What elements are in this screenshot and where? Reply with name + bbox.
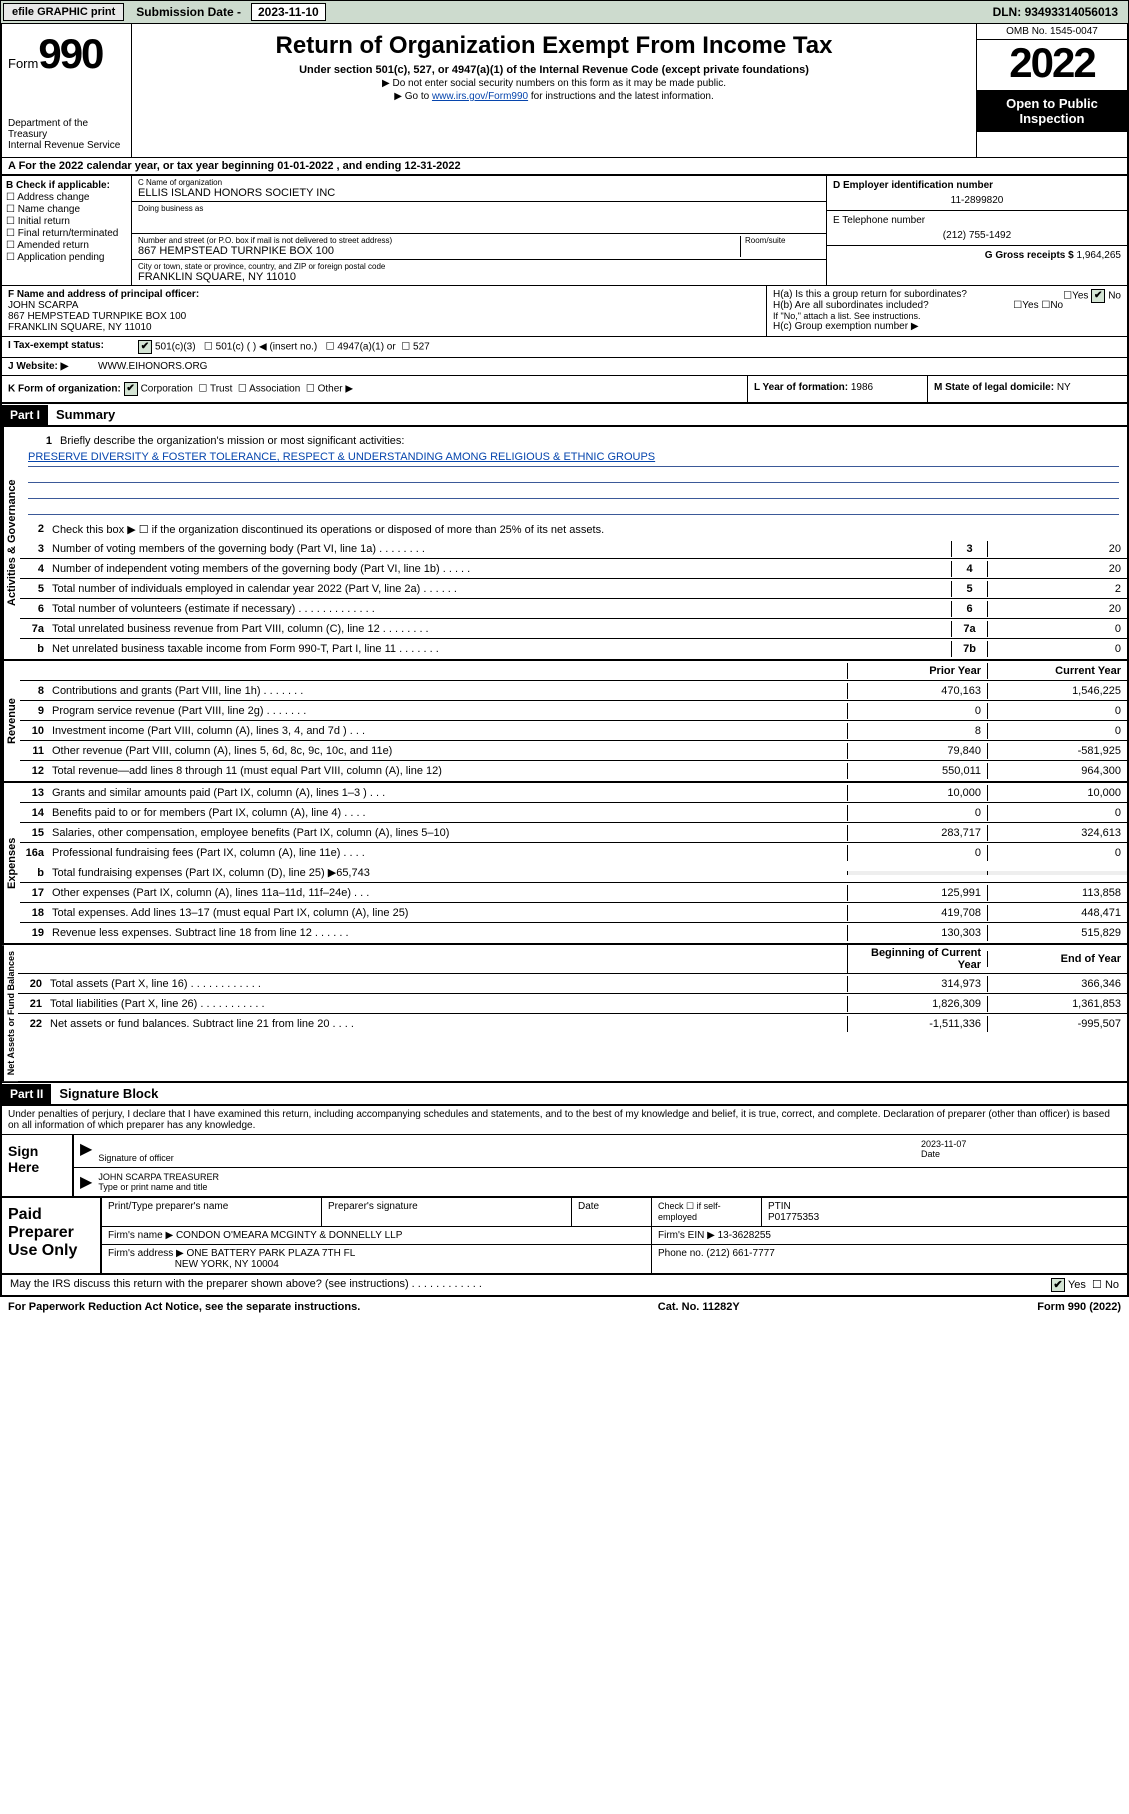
submission-label: Submission Date - xyxy=(126,5,251,19)
vtab-na: Net Assets or Fund Balances xyxy=(2,945,18,1081)
col-de: D Employer identification number 11-2899… xyxy=(827,176,1127,285)
chk-app-pending[interactable]: ☐ Application pending xyxy=(6,252,127,263)
header-right: OMB No. 1545-0047 2022 Open to PublicIns… xyxy=(977,24,1127,157)
table-row: 7aTotal unrelated business revenue from … xyxy=(20,619,1127,639)
table-row: 3Number of voting members of the governi… xyxy=(20,539,1127,559)
efile-topbar: efile GRAPHIC print Submission Date - 20… xyxy=(0,0,1129,24)
table-row: 18Total expenses. Add lines 13–17 (must … xyxy=(20,903,1127,923)
paid-prep-label: Paid Preparer Use Only xyxy=(2,1198,102,1273)
col-b-checkboxes: B Check if applicable: ☐ Address change … xyxy=(2,176,132,285)
table-row: 6Total number of volunteers (estimate if… xyxy=(20,599,1127,619)
col-c-org-info: C Name of organization ELLIS ISLAND HONO… xyxy=(132,176,827,285)
section-expenses: Expenses 13Grants and similar amounts pa… xyxy=(0,783,1129,945)
chk-final-return[interactable]: ☐ Final return/terminated xyxy=(6,228,127,239)
sig-date: 2023-11-07 xyxy=(921,1139,1121,1149)
table-row: 11Other revenue (Part VIII, column (A), … xyxy=(20,741,1127,761)
entity-block: B Check if applicable: ☐ Address change … xyxy=(0,176,1129,286)
prep-firm: CONDON O'MEARA MCGINTY & DONNELLY LLP xyxy=(176,1230,402,1241)
section-activities-governance: Activities & Governance 1Briefly describ… xyxy=(0,427,1129,661)
table-row: 10Investment income (Part VIII, column (… xyxy=(20,721,1127,741)
omb-number: OMB No. 1545-0047 xyxy=(977,24,1127,40)
table-row: 17Other expenses (Part IX, column (A), l… xyxy=(20,883,1127,903)
sign-here-label: Sign Here xyxy=(2,1135,72,1196)
table-row: 4Number of independent voting members of… xyxy=(20,559,1127,579)
table-row: 21Total liabilities (Part X, line 26) . … xyxy=(18,994,1127,1014)
table-row: 16aProfessional fundraising fees (Part I… xyxy=(20,843,1127,863)
prep-addr: ONE BATTERY PARK PLAZA 7TH FL xyxy=(187,1248,356,1259)
table-row: 15Salaries, other compensation, employee… xyxy=(20,823,1127,843)
row-klm: K Form of organization: Corporation ☐ Tr… xyxy=(0,376,1129,404)
table-row: 8Contributions and grants (Part VIII, li… xyxy=(20,681,1127,701)
dln-label: DLN: 93493314056013 xyxy=(983,5,1128,19)
part1-header: Part I Summary xyxy=(0,404,1129,427)
paid-preparer-block: Paid Preparer Use Only Print/Type prepar… xyxy=(0,1198,1129,1275)
mission-text: PRESERVE DIVERSITY & FOSTER TOLERANCE, R… xyxy=(28,451,1119,467)
dept-treasury: Department of the Treasury xyxy=(8,118,125,140)
vtab-ag: Activities & Governance xyxy=(2,427,20,659)
table-row: 13Grants and similar amounts paid (Part … xyxy=(20,783,1127,803)
efile-print-button[interactable]: efile GRAPHIC print xyxy=(3,3,124,21)
header-center: Return of Organization Exempt From Incom… xyxy=(132,24,977,157)
cat-no: Cat. No. 11282Y xyxy=(658,1301,740,1313)
row-i-tax-status: I Tax-exempt status: 501(c)(3) ☐ 501(c) … xyxy=(0,337,1129,358)
goto-note: ▶ Go to www.irs.gov/Form990 for instruct… xyxy=(140,91,968,102)
chk-corp[interactable] xyxy=(124,382,138,396)
form-header: Form990 Department of the Treasury Inter… xyxy=(0,24,1129,157)
perjury-declaration: Under penalties of perjury, I declare th… xyxy=(2,1106,1127,1134)
table-row: 20Total assets (Part X, line 16) . . . .… xyxy=(18,974,1127,994)
officer-sig-name: JOHN SCARPA TREASURER xyxy=(98,1172,1121,1182)
open-inspection: Open to PublicInspection xyxy=(977,90,1127,132)
table-row: 14Benefits paid to or for members (Part … xyxy=(20,803,1127,823)
bottom-line: For Paperwork Reduction Act Notice, see … xyxy=(0,1297,1129,1317)
part2-header: Part II Signature Block xyxy=(0,1083,1129,1106)
org-name: ELLIS ISLAND HONORS SOCIETY INC xyxy=(138,187,820,199)
discuss-yes[interactable] xyxy=(1051,1278,1065,1292)
table-row: 12Total revenue—add lines 8 through 11 (… xyxy=(20,761,1127,781)
line-a-tax-year: A For the 2022 calendar year, or tax yea… xyxy=(0,157,1129,176)
table-row: 9Program service revenue (Part VIII, lin… xyxy=(20,701,1127,721)
org-address: 867 HEMPSTEAD TURNPIKE BOX 100 xyxy=(138,245,740,257)
dln-value: 93493314056013 xyxy=(1025,5,1118,19)
org-city: FRANKLIN SQUARE, NY 11010 xyxy=(138,271,820,283)
table-row: 19Revenue less expenses. Subtract line 1… xyxy=(20,923,1127,943)
chk-initial-return[interactable]: ☐ Initial return xyxy=(6,216,127,227)
row-f-h: F Name and address of principal officer:… xyxy=(0,286,1129,337)
website: WWW.EIHONORS.ORG xyxy=(98,361,207,372)
officer-name: JOHN SCARPA xyxy=(8,300,760,311)
form-id-box: Form990 Department of the Treasury Inter… xyxy=(2,24,132,157)
form-ref: Form 990 (2022) xyxy=(1037,1301,1121,1313)
tax-year: 2022 xyxy=(977,40,1127,90)
domicile: NY xyxy=(1057,382,1071,393)
prep-phone: (212) 661-7777 xyxy=(706,1248,774,1259)
vtab-rev: Revenue xyxy=(2,661,20,781)
irs-link[interactable]: www.irs.gov/Form990 xyxy=(432,91,528,102)
prep-ein: 13-3628255 xyxy=(718,1230,771,1241)
chk-name-change[interactable]: ☐ Name change xyxy=(6,204,127,215)
vtab-exp: Expenses xyxy=(2,783,20,943)
chk-amended[interactable]: ☐ Amended return xyxy=(6,240,127,251)
ssn-note: ▶ Do not enter social security numbers o… xyxy=(140,78,968,89)
table-row: 22Net assets or fund balances. Subtract … xyxy=(18,1014,1127,1034)
year-formation: 1986 xyxy=(851,382,873,393)
form-number: 990 xyxy=(38,30,102,77)
form-title: Return of Organization Exempt From Incom… xyxy=(140,32,968,60)
signature-block: Under penalties of perjury, I declare th… xyxy=(0,1106,1129,1198)
ptin: P01775353 xyxy=(768,1212,819,1223)
chk-501c3[interactable] xyxy=(138,340,152,354)
ein: 11-2899820 xyxy=(833,195,1121,206)
section-revenue: Revenue Prior YearCurrent Year 8Contribu… xyxy=(0,661,1129,783)
row-j-website: J Website: ▶ WWW.EIHONORS.ORG xyxy=(0,358,1129,376)
irs-discuss-row: May the IRS discuss this return with the… xyxy=(0,1275,1129,1297)
form-subtitle: Under section 501(c), 527, or 4947(a)(1)… xyxy=(140,64,968,76)
ha-no-check[interactable] xyxy=(1091,289,1105,303)
table-row: bNet unrelated business taxable income f… xyxy=(20,639,1127,659)
gross-receipts: 1,964,265 xyxy=(1077,250,1122,261)
submission-date: 2023-11-10 xyxy=(251,3,326,21)
table-row: 5Total number of individuals employed in… xyxy=(20,579,1127,599)
chk-address-change[interactable]: ☐ Address change xyxy=(6,192,127,203)
irs-label: Internal Revenue Service xyxy=(8,140,125,151)
phone: (212) 755-1492 xyxy=(833,230,1121,241)
section-net-assets: Net Assets or Fund Balances Beginning of… xyxy=(0,945,1129,1083)
